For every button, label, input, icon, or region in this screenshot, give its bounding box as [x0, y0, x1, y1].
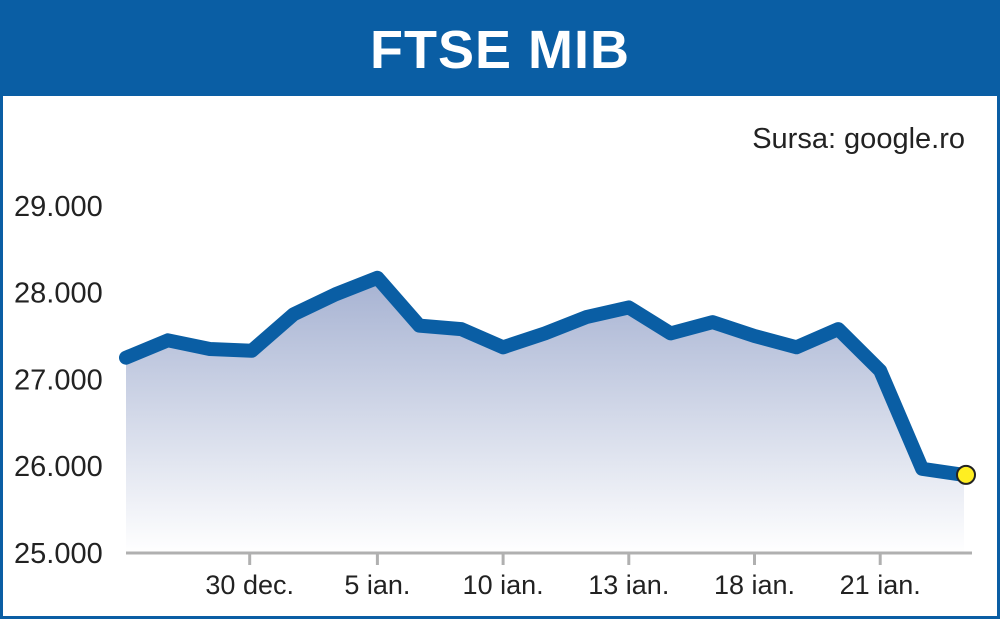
- y-tick-label: 27.000: [14, 364, 103, 396]
- x-tick-label: 5 ian.: [344, 570, 410, 600]
- area-layer: [126, 277, 964, 553]
- series-line: [119, 270, 971, 482]
- title-bar: FTSE MIB: [3, 3, 997, 96]
- y-tick-label: 25.000: [14, 538, 103, 570]
- labels-layer: 25.000 26.000 27.000 28.000 29.000 30 dec. 5 i…: [14, 191, 921, 600]
- area-fill: [126, 277, 964, 553]
- x-tick-label: 30 dec.: [205, 570, 294, 600]
- x-tick-label: 18 ian.: [714, 570, 795, 600]
- chart-title: FTSE MIB: [370, 19, 630, 80]
- y-tick-label: 26.000: [14, 451, 103, 483]
- x-tick-label: 10 ian.: [463, 570, 544, 600]
- y-tick-label: 28.000: [14, 278, 103, 310]
- y-tick-label: 29.000: [14, 191, 103, 223]
- axis-layer: [126, 551, 972, 565]
- last-value-marker: [956, 464, 976, 485]
- x-tick-label: 13 ian.: [588, 570, 669, 600]
- x-tick-label: 21 ian.: [840, 570, 921, 600]
- source-label: Sursa: google.ro: [752, 123, 965, 155]
- line-layer: [119, 270, 976, 485]
